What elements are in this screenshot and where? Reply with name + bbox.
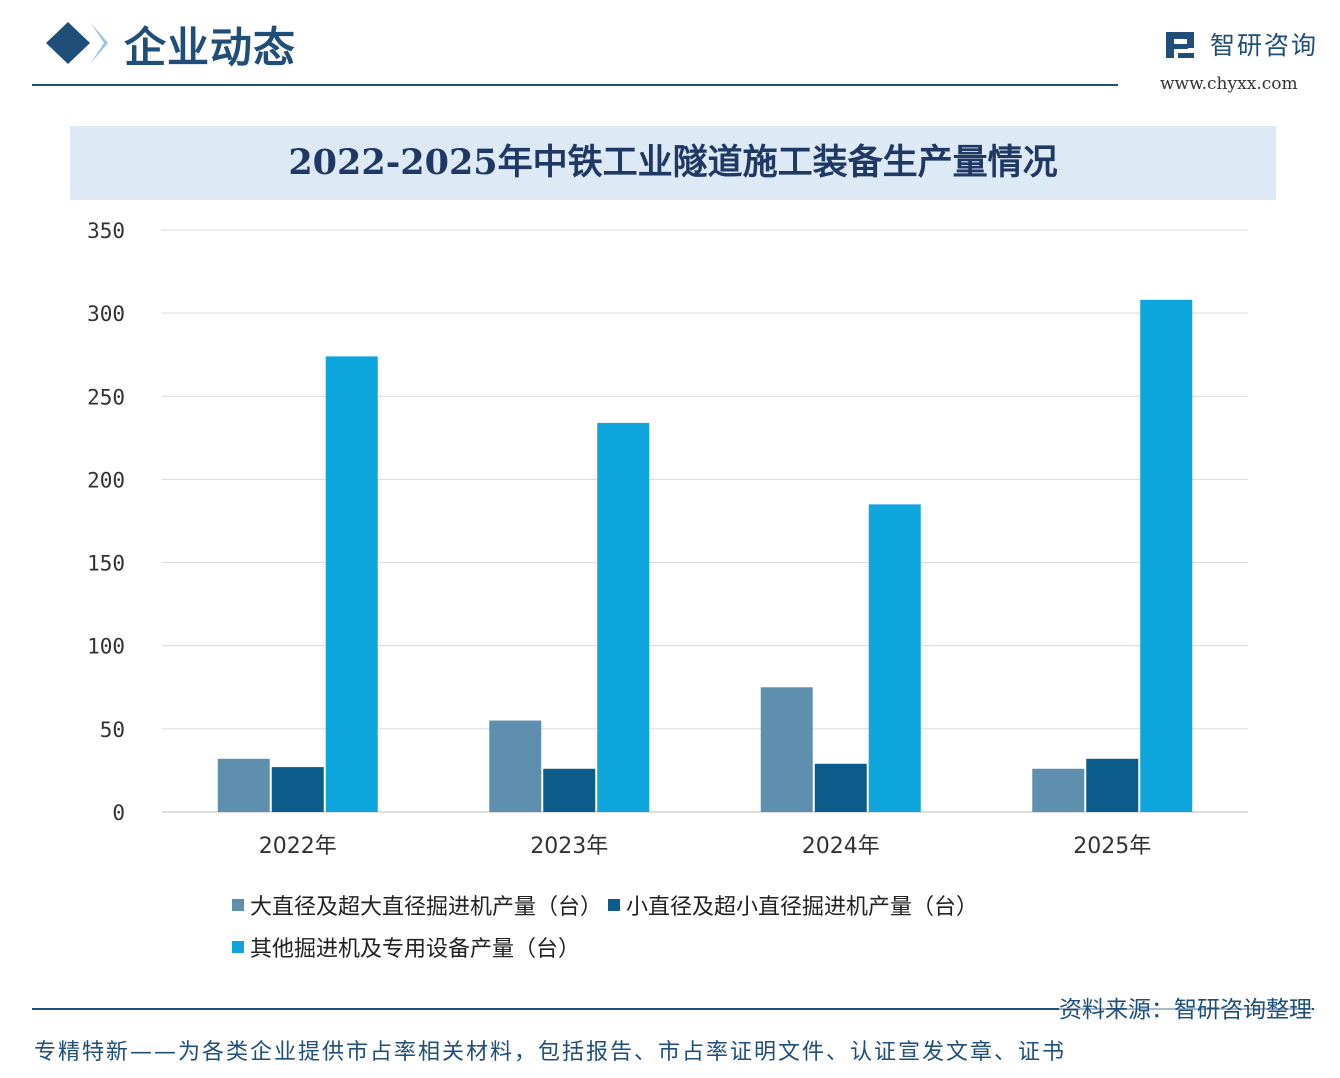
- x-tick-label: 2024年: [802, 834, 880, 859]
- y-tick-label: 50: [100, 718, 125, 742]
- legend-swatch: [232, 941, 244, 953]
- chart-title: 2022-2025年中铁工业隧道施工装备生产量情况: [288, 142, 1058, 183]
- header: 企业动态 智研咨询 www.chyxx.com: [0, 0, 1340, 100]
- bar: [325, 356, 378, 812]
- bar: [271, 767, 324, 812]
- logo-icon: [1166, 32, 1194, 58]
- diamond-icon: [46, 22, 108, 64]
- legend-item-series-3: 其他掘进机及专用设备产量（台）: [232, 931, 580, 963]
- y-tick-label: 300: [87, 302, 125, 326]
- y-tick-label: 0: [112, 801, 125, 825]
- y-tick-label: 250: [87, 385, 125, 409]
- bar: [543, 768, 596, 812]
- footer-note: 专精特新——为各类企业提供市占率相关材料，包括报告、市占率证明文件、认证宣发文章…: [34, 1040, 1067, 1065]
- y-tick-label: 150: [87, 552, 125, 576]
- y-tick-label: 350: [87, 219, 125, 243]
- bar: [1032, 768, 1085, 812]
- legend-label: 大直径及超大直径掘进机产量（台）: [250, 895, 603, 920]
- x-tick-label: 2022年: [259, 834, 337, 859]
- legend-label: 小直径及超小直径掘进机产量（台）: [626, 895, 979, 920]
- y-tick-label: 200: [87, 468, 125, 492]
- source-note: 资料来源：智研咨询整理: [1059, 990, 1312, 1024]
- section-title: 企业动态: [124, 23, 297, 72]
- bar: [1140, 299, 1193, 813]
- x-tick-label: 2023年: [530, 834, 608, 859]
- y-tick-label: 100: [87, 635, 125, 659]
- legend-row: 其他掘进机及专用设备产量（台）: [232, 926, 1192, 968]
- logo-text: 智研咨询: [1210, 31, 1319, 60]
- bar: [217, 758, 270, 812]
- bar: [814, 763, 867, 812]
- bar: [597, 422, 650, 812]
- bar: [868, 504, 921, 812]
- chart-title-band: 2022-2025年中铁工业隧道施工装备生产量情况: [70, 126, 1276, 200]
- bar-chart: 0 50 100 150 200 250 300 350 2022年 2023年 2024年 2025…: [87, 219, 1248, 859]
- x-tick-label: 2025年: [1073, 834, 1151, 859]
- footer-divider: [32, 1008, 1314, 1010]
- bar: [489, 720, 542, 812]
- header-divider: [32, 84, 1118, 86]
- legend-swatch: [232, 899, 244, 911]
- bar: [760, 687, 813, 812]
- legend: 大直径及超大直径掘进机产量（台） 小直径及超小直径掘进机产量（台） 其他掘进机及…: [232, 884, 1192, 968]
- bar: [1086, 758, 1139, 812]
- logo-url: www.chyxx.com: [1160, 74, 1298, 94]
- legend-item-series-2: 小直径及超小直径掘进机产量（台）: [608, 889, 978, 921]
- legend-swatch: [608, 899, 621, 911]
- legend-item-series-1: 大直径及超大直径掘进机产量（台）: [232, 889, 602, 921]
- legend-row: 大直径及超大直径掘进机产量（台） 小直径及超小直径掘进机产量（台）: [232, 884, 1192, 926]
- legend-label: 其他掘进机及专用设备产量（台）: [250, 937, 581, 962]
